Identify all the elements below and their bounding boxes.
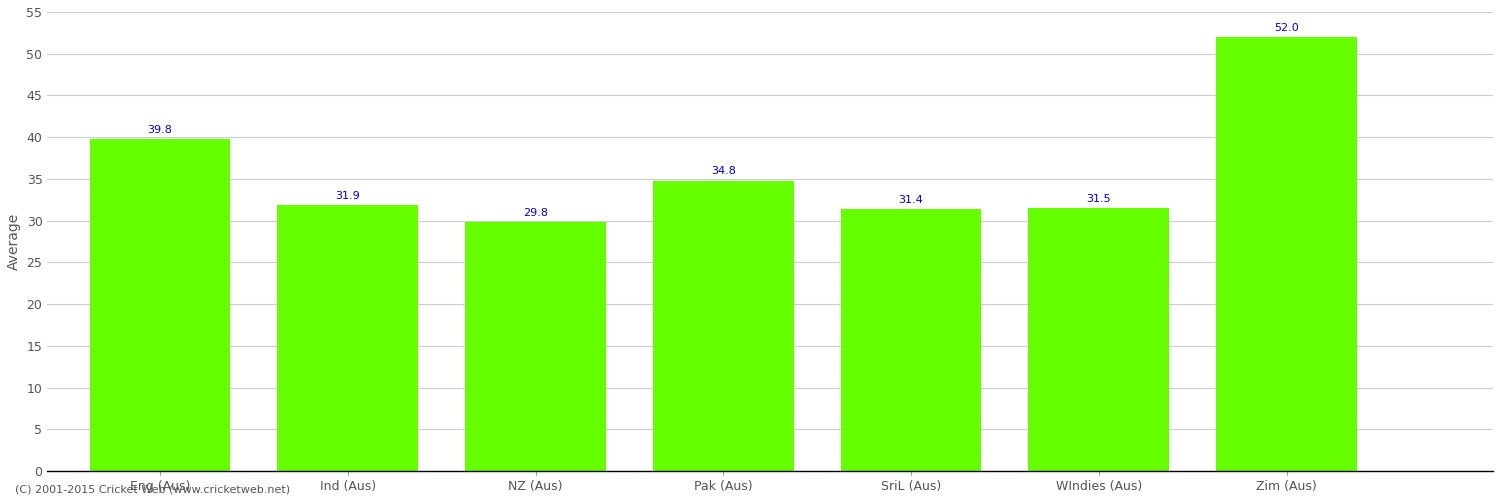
Bar bbox=[465, 222, 606, 471]
Bar bbox=[278, 205, 418, 471]
Bar bbox=[652, 180, 794, 471]
Text: 31.5: 31.5 bbox=[1086, 194, 1112, 204]
Bar bbox=[1029, 208, 1168, 471]
Y-axis label: Average: Average bbox=[8, 213, 21, 270]
Text: (C) 2001-2015 Cricket Web (www.cricketweb.net): (C) 2001-2015 Cricket Web (www.cricketwe… bbox=[15, 485, 290, 495]
Bar bbox=[90, 139, 231, 471]
Bar bbox=[1216, 37, 1358, 471]
Bar bbox=[840, 209, 981, 471]
Text: 31.4: 31.4 bbox=[898, 195, 924, 205]
Text: 52.0: 52.0 bbox=[1274, 23, 1299, 33]
Text: 34.8: 34.8 bbox=[711, 166, 735, 176]
Text: 29.8: 29.8 bbox=[524, 208, 548, 218]
Text: 31.9: 31.9 bbox=[336, 190, 360, 200]
Text: 39.8: 39.8 bbox=[147, 124, 172, 134]
